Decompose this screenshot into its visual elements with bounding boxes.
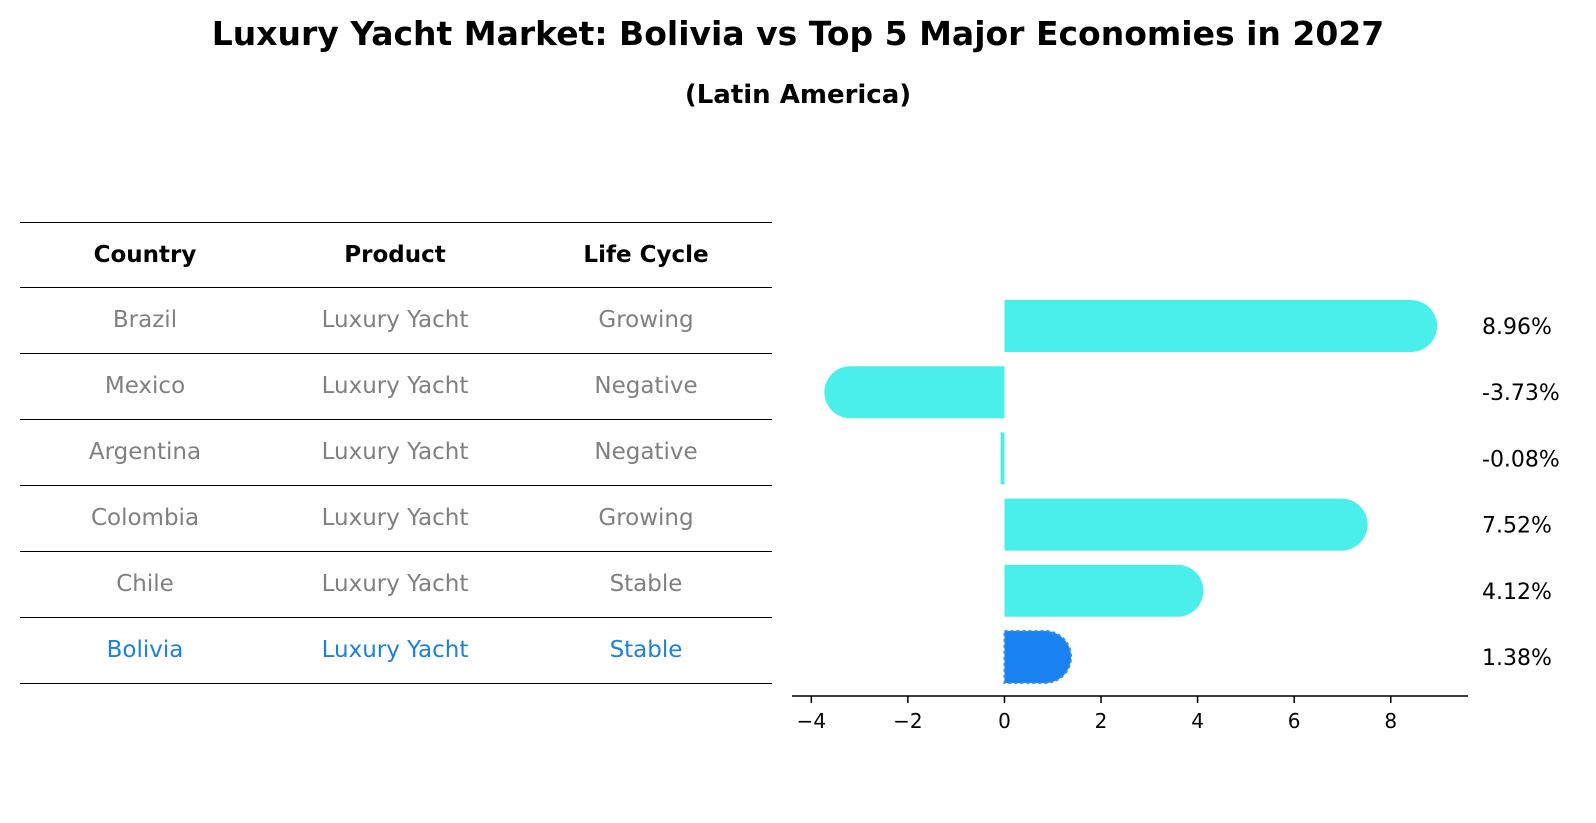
cell-country: Chile — [116, 571, 174, 597]
value-label: 4.12% — [1482, 580, 1552, 605]
bar-brazil — [1004, 300, 1438, 352]
x-tick-label: 2 — [1095, 709, 1108, 733]
table-row: Mexico Luxury Yacht Negative — [20, 354, 772, 420]
cell-country: Mexico — [104, 373, 186, 399]
cell-country: Brazil — [112, 307, 178, 333]
bar-mexico — [824, 366, 1005, 419]
x-tick-label: 0 — [998, 709, 1011, 733]
cell-product: Luxury Yacht — [321, 637, 469, 663]
x-tick-label: 6 — [1288, 709, 1301, 733]
cell-product: Luxury Yacht — [321, 373, 469, 399]
header-product: Product — [344, 242, 446, 268]
value-label: 7.52% — [1482, 514, 1552, 539]
x-tick-label: −4 — [797, 709, 826, 733]
cell-country: Argentina — [88, 439, 202, 465]
x-tick-label: 8 — [1384, 709, 1397, 733]
x-tick-label: 4 — [1191, 709, 1204, 733]
bar-bolivia — [1003, 630, 1073, 684]
cell-life-cycle: Negative — [594, 439, 698, 465]
table-row: Brazil Luxury Yacht Growing — [20, 288, 772, 354]
value-label: 8.96% — [1482, 315, 1552, 340]
cell-product: Luxury Yacht — [321, 505, 469, 531]
header-life-cycle: Life Cycle — [583, 242, 709, 268]
cell-life-cycle: Stable — [609, 571, 683, 597]
cell-life-cycle: Growing — [598, 505, 694, 531]
cell-product: Luxury Yacht — [321, 439, 469, 465]
table-row: Colombia Luxury Yacht Growing — [20, 486, 772, 552]
header-country: Country — [93, 242, 197, 268]
bar-colombia — [1004, 498, 1368, 551]
chart-subtitle: (Latin America) — [684, 80, 912, 110]
country-table: Country Product Life Cycle Brazil Luxury… — [20, 222, 772, 684]
cell-country: Bolivia — [106, 637, 184, 663]
chart-title: Luxury Yacht Market: Bolivia vs Top 5 Ma… — [211, 14, 1385, 53]
cell-country: Colombia — [90, 505, 200, 531]
table-row-highlighted: Bolivia Luxury Yacht Stable — [20, 618, 772, 684]
value-label: -0.08% — [1482, 447, 1560, 472]
bar-argentina — [1000, 432, 1005, 485]
cell-product: Luxury Yacht — [321, 307, 469, 333]
table-header-row: Country Product Life Cycle — [20, 222, 772, 288]
bar-chile — [1004, 564, 1204, 617]
x-tick-label: −2 — [893, 709, 922, 733]
cell-life-cycle: Growing — [598, 307, 694, 333]
table-row: Argentina Luxury Yacht Negative — [20, 420, 772, 486]
cell-life-cycle: Stable — [609, 637, 683, 663]
cell-product: Luxury Yacht — [321, 571, 469, 597]
cell-life-cycle: Negative — [594, 373, 698, 399]
value-label: -3.73% — [1482, 381, 1560, 406]
table-row: Chile Luxury Yacht Stable — [20, 552, 772, 618]
value-label: 1.38% — [1482, 646, 1552, 671]
